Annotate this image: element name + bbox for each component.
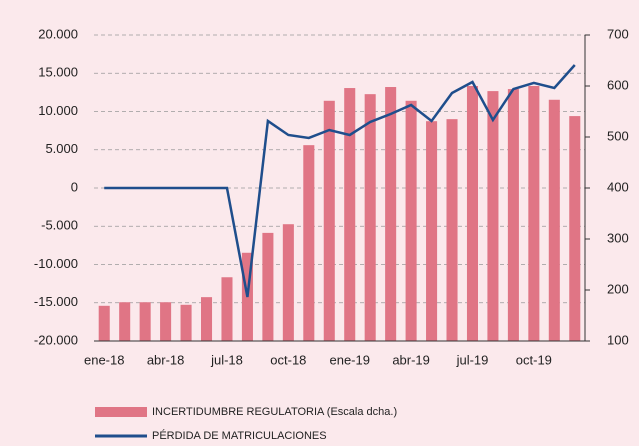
legend-label: INCERTIDUMBRE REGULATORIA (Escala dcha.) (152, 406, 397, 418)
bar (548, 99, 560, 342)
bar (405, 100, 417, 341)
bar (139, 302, 151, 341)
bar (119, 302, 131, 341)
y2-tick-label: 300 (607, 230, 629, 245)
bar (221, 277, 233, 341)
y2-tick-label: 400 (607, 179, 629, 194)
bar (323, 100, 335, 341)
bar (364, 94, 376, 341)
x-tick-label: ene-18 (84, 352, 124, 367)
bar (344, 88, 356, 341)
bar (466, 86, 479, 341)
bar (282, 224, 294, 341)
line (104, 64, 576, 298)
bar (98, 305, 110, 341)
y-tick-label: 5.000 (45, 141, 78, 156)
bar (200, 297, 213, 341)
y2-tick-label: 600 (607, 77, 629, 92)
x-tick-label: oct-18 (270, 352, 306, 367)
bar (446, 119, 458, 342)
y-tick-label: 20.000 (38, 26, 78, 41)
x-tick-label: oct-19 (516, 352, 552, 367)
y-tick-label: -15.000 (34, 294, 78, 309)
y-tick-label: 10.000 (38, 103, 78, 118)
bar (160, 302, 172, 341)
y2-tick-label: 500 (607, 128, 629, 143)
bar (385, 87, 397, 342)
bar (426, 121, 438, 341)
bar (528, 86, 540, 341)
bar (569, 116, 581, 341)
bar (180, 304, 192, 341)
x-tick-label: ene-19 (329, 352, 369, 367)
bar (303, 145, 315, 341)
bar (487, 91, 499, 341)
bar (262, 232, 274, 341)
y-tick-label: -10.000 (34, 256, 78, 271)
y2-tick-label: 100 (607, 332, 629, 347)
y-tick-label: 15.000 (38, 65, 78, 80)
y-tick-label: -5.000 (41, 218, 78, 233)
x-tick-label: jul-19 (456, 352, 489, 367)
x-tick-label: jul-18 (210, 352, 243, 367)
y2-tick-label: 700 (607, 26, 629, 41)
y-tick-label: -20.000 (34, 332, 78, 347)
y-tick-label: 0 (71, 179, 78, 194)
x-tick-label: abr-18 (147, 352, 185, 367)
x-tick-label: abr-19 (392, 352, 430, 367)
legend-swatch (95, 407, 147, 417)
y2-tick-label: 200 (607, 281, 629, 296)
bar (507, 89, 519, 341)
legend-label: PÉRDIDA DE MATRICULACIONES (152, 429, 327, 442)
